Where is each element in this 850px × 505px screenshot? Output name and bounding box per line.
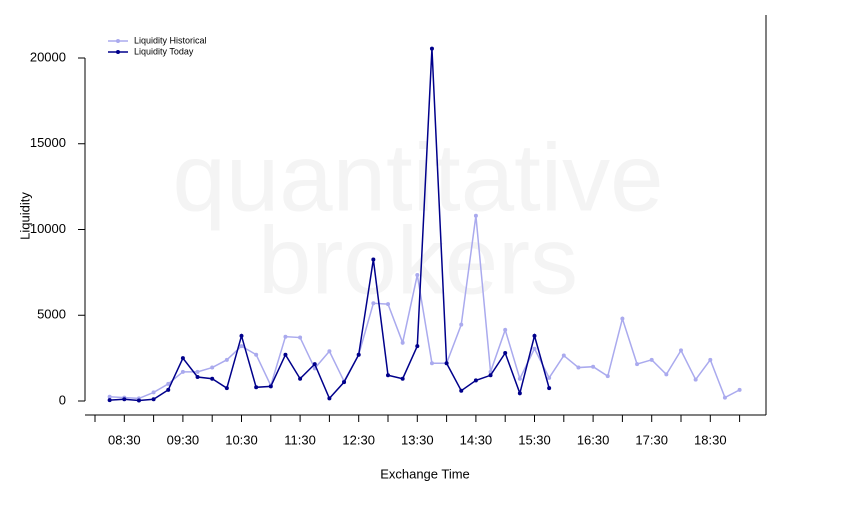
data-point	[459, 388, 464, 393]
data-point	[517, 376, 522, 381]
data-point	[400, 376, 405, 381]
data-point	[532, 346, 537, 351]
data-point	[547, 375, 552, 380]
data-point	[107, 398, 112, 403]
data-point	[591, 364, 596, 369]
data-point	[254, 385, 259, 390]
data-point	[561, 353, 566, 358]
y-tick-label: 20000	[30, 49, 66, 64]
data-point	[693, 377, 698, 382]
data-point	[107, 394, 112, 399]
legend-swatch	[116, 50, 120, 54]
data-point	[547, 386, 552, 391]
data-point	[415, 344, 420, 349]
x-axis-label: Exchange Time	[380, 466, 470, 481]
data-point	[195, 374, 200, 379]
data-point	[371, 301, 376, 306]
data-point	[576, 365, 581, 370]
data-point	[386, 373, 390, 378]
data-point	[356, 352, 361, 357]
y-tick-label: 5000	[37, 307, 66, 322]
data-point	[649, 357, 654, 362]
x-tick-label: 11:30	[284, 432, 316, 447]
data-point	[151, 397, 156, 402]
watermark: quantitative	[172, 124, 663, 231]
x-tick-label: 12:30	[342, 432, 375, 447]
data-point	[180, 369, 185, 374]
data-point	[605, 374, 610, 379]
x-tick-label: 14:30	[460, 432, 493, 447]
data-point	[415, 272, 420, 277]
data-point	[342, 380, 347, 385]
y-tick-label: 0	[59, 392, 66, 407]
x-tick-label: 18:30	[694, 432, 727, 447]
data-point	[268, 384, 273, 389]
x-tick-label: 17:30	[635, 432, 668, 447]
data-point	[635, 362, 640, 367]
data-point	[239, 344, 244, 349]
data-point	[136, 398, 141, 403]
legend-swatch	[116, 39, 120, 43]
data-point	[429, 46, 434, 51]
data-point	[327, 396, 332, 401]
data-point	[444, 361, 449, 366]
y-tick-label: 10000	[30, 221, 66, 236]
data-point	[224, 357, 229, 362]
y-axis-label: Liquidity	[17, 192, 32, 240]
legend-label: Liquidity Historical	[134, 35, 207, 45]
data-point	[400, 340, 405, 345]
data-point	[488, 373, 493, 378]
data-point	[737, 387, 742, 392]
data-point	[532, 333, 537, 338]
x-tick-label: 09:30	[167, 432, 200, 447]
x-tick-label: 08:30	[108, 432, 141, 447]
y-tick-label: 15000	[30, 135, 66, 150]
data-point	[283, 334, 288, 339]
data-point	[180, 356, 185, 361]
data-point	[239, 333, 244, 338]
data-point	[298, 376, 303, 381]
data-point	[151, 390, 156, 395]
data-point	[210, 365, 215, 370]
data-point	[312, 362, 317, 367]
data-point	[722, 395, 727, 400]
data-point	[679, 348, 683, 353]
data-point	[473, 378, 478, 383]
data-point	[195, 369, 200, 374]
data-point	[166, 387, 171, 392]
data-point	[620, 316, 625, 321]
data-point	[327, 349, 332, 354]
data-point	[429, 361, 434, 366]
data-point	[371, 257, 376, 262]
data-point	[122, 397, 127, 402]
series-line	[109, 215, 740, 400]
data-point	[708, 357, 713, 362]
x-tick-label: 16:30	[577, 432, 610, 447]
data-point	[503, 350, 508, 355]
watermark: brokers	[258, 207, 578, 314]
data-point	[224, 386, 229, 391]
x-tick-label: 15:30	[518, 432, 551, 447]
data-point	[254, 352, 259, 357]
data-point	[517, 391, 522, 396]
data-point	[473, 213, 478, 218]
legend-label: Liquidity Today	[134, 46, 194, 56]
data-point	[283, 352, 288, 357]
data-point	[210, 376, 215, 381]
data-point	[503, 327, 508, 332]
data-point	[459, 322, 464, 327]
data-point	[166, 381, 171, 386]
x-tick-label: 10:30	[225, 432, 258, 447]
data-point	[386, 302, 390, 307]
x-tick-label: 13:30	[401, 432, 434, 447]
data-point	[664, 372, 669, 377]
data-point	[298, 335, 303, 340]
